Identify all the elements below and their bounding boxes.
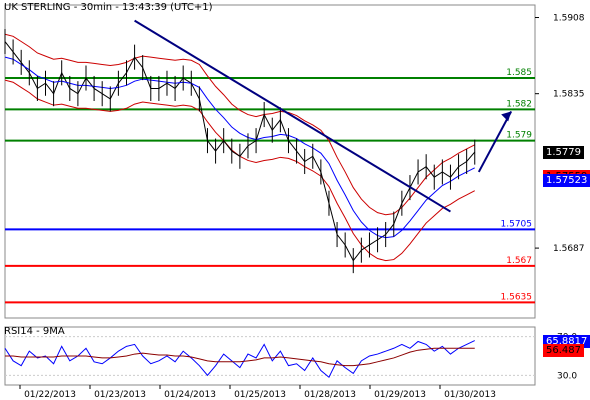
bollinger-upper: [4, 33, 475, 216]
level-label: 1.5635: [501, 292, 533, 302]
y-tick-label: 1.5687: [553, 244, 585, 254]
x-tick-label: 01/30/2013: [444, 390, 496, 400]
rsi-title: RSI14 - 9MA: [4, 326, 65, 337]
level-label: 1.582: [506, 99, 532, 109]
level-label: 1.567: [506, 256, 532, 266]
main-price-tag: 1.5779: [543, 146, 584, 160]
series-line-moving-average: [4, 56, 475, 239]
chart-title: UK STERLING - 30min - 13:43:39 (UTC+1): [4, 2, 213, 13]
main-panel-frame: [4, 4, 536, 319]
level-label: 1.5705: [501, 219, 533, 229]
rsi-line-RSI14: [4, 340, 475, 379]
rsi-line-9MA: [5, 347, 475, 367]
arrow-head: [501, 111, 512, 122]
y-tick-label: 1.5908: [553, 14, 585, 24]
main-price-tag: 1.57523: [543, 173, 590, 187]
bollinger-lower: [4, 79, 475, 262]
x-tick-label: 01/28/2013: [304, 390, 356, 400]
level-label: 1.579: [506, 131, 532, 141]
y-tick-label: 1.5835: [553, 90, 585, 100]
trendline-arrow: [477, 110, 513, 173]
level-label: 1.585: [506, 68, 532, 78]
x-tick-label: 01/29/2013: [374, 390, 426, 400]
x-tick-label: 01/24/2013: [164, 390, 216, 400]
x-tick-label: 01/25/2013: [234, 390, 286, 400]
x-tick-label: 01/22/2013: [24, 390, 76, 400]
x-tick-label: 01/23/2013: [94, 390, 146, 400]
rsi-price-tag: 56.487: [543, 343, 584, 357]
rsi-y-tick-label: 30.0: [557, 371, 577, 381]
trendline-downtrend: [134, 19, 451, 213]
